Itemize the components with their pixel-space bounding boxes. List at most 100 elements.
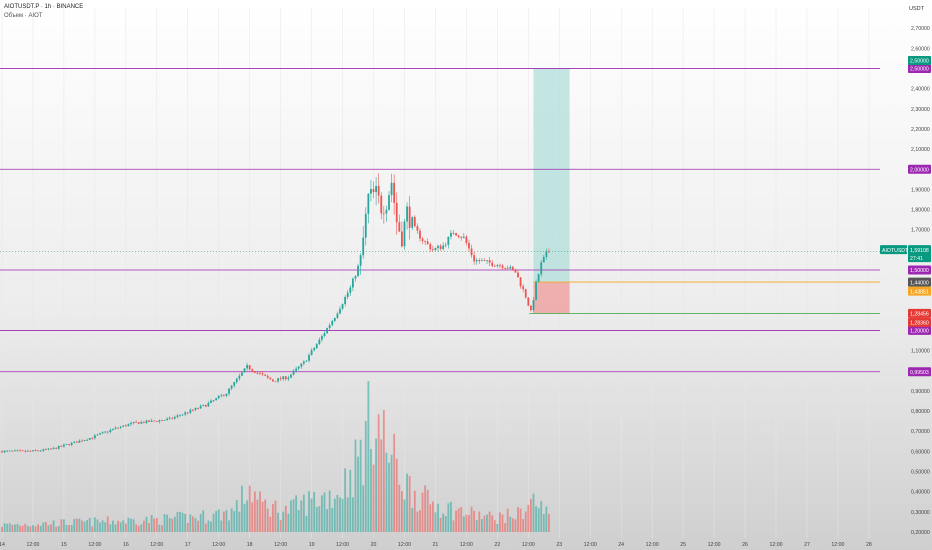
candle-body — [269, 377, 272, 380]
volume-bar — [535, 506, 537, 532]
candle-body — [75, 441, 78, 443]
candle-body — [135, 421, 138, 423]
candle-body — [302, 361, 305, 364]
candle-body — [377, 185, 380, 196]
candle-body — [73, 441, 76, 443]
candle-body — [186, 412, 189, 414]
volume-bar — [429, 504, 432, 532]
price-tick-label: 0,30000 — [911, 510, 930, 516]
volume-bar — [241, 485, 243, 532]
price-tick-label: 0,60000 — [911, 449, 930, 455]
candle-body — [109, 429, 112, 432]
candle-body — [408, 206, 411, 228]
candle-body — [431, 249, 434, 251]
volume-bar — [202, 510, 205, 532]
volume-bar — [542, 514, 545, 532]
volume-bar — [135, 524, 138, 532]
candle-body — [532, 300, 535, 311]
volume-bar — [506, 508, 509, 532]
volume-bar — [442, 513, 445, 532]
candle-body — [444, 244, 447, 246]
volume-bar — [388, 462, 390, 532]
entry-price-label-bg — [908, 277, 931, 287]
volume-bar — [362, 485, 365, 532]
candle-body — [96, 434, 99, 436]
candle-body — [426, 241, 429, 245]
volume-bar — [401, 491, 403, 532]
volume-bar — [47, 525, 50, 532]
candle-body — [60, 445, 63, 447]
candle-body — [403, 221, 406, 247]
volume-bar — [511, 518, 514, 532]
candle-body — [207, 402, 210, 407]
volume-bar — [264, 499, 267, 532]
volume-bar — [122, 520, 125, 532]
candle-body — [153, 420, 156, 422]
candle-body — [284, 376, 287, 380]
candle-body — [478, 260, 481, 262]
time-tick-label: 14 — [0, 542, 5, 548]
candle-body — [230, 385, 233, 389]
volume-bar — [101, 520, 104, 532]
candle-body — [83, 440, 86, 442]
candle-body — [506, 267, 509, 269]
volume-bar — [91, 526, 94, 532]
stop-price-label-bg — [908, 308, 931, 318]
volume-bar — [127, 517, 130, 532]
volume-indicator-label[interactable]: Объем · AIOT — [4, 13, 43, 19]
volume-bar — [375, 438, 377, 532]
volume-bar — [460, 507, 463, 532]
candle-body — [429, 244, 432, 250]
candle-body — [171, 417, 174, 419]
symbol-title[interactable]: AIOTUSDT.P · 1h · BINANCE — [4, 4, 84, 10]
candle-body — [225, 393, 228, 396]
candle-body — [259, 372, 261, 374]
candle-body — [486, 260, 488, 261]
volume-bar — [462, 516, 465, 532]
candle-body — [452, 232, 455, 234]
volume-bar — [11, 524, 14, 532]
candle-body — [519, 277, 522, 287]
current-price-label: 1,59108 — [910, 248, 929, 254]
volume-bar — [233, 510, 236, 532]
level-price-label: 1,50000 — [910, 268, 929, 274]
candle-body — [424, 241, 427, 242]
volume-bar — [468, 515, 470, 532]
candle-body — [300, 363, 303, 367]
candle-body — [148, 420, 150, 422]
candle-body — [295, 368, 298, 371]
volume-bar — [403, 499, 406, 532]
candle-body — [65, 444, 68, 445]
volume-bar — [168, 517, 171, 532]
time-tick-label: 21 — [433, 542, 439, 548]
candle-body — [380, 195, 383, 214]
volume-bar — [447, 503, 450, 532]
candle-body — [318, 339, 321, 345]
candle-body — [266, 375, 269, 378]
volume-bar — [390, 454, 393, 532]
level-price-label-bg — [908, 265, 931, 275]
candle-body — [179, 415, 181, 417]
candle-body — [202, 404, 205, 406]
volume-bar — [323, 492, 326, 532]
candle-body — [475, 260, 478, 262]
candle-body — [344, 296, 347, 305]
candle-body — [375, 185, 377, 193]
price-tick-label: 0,70000 — [911, 429, 930, 435]
volume-bar — [93, 517, 96, 532]
level-price-label-bg — [908, 164, 931, 174]
price-tick-label: 0,40000 — [911, 490, 930, 496]
candle-body — [398, 222, 401, 232]
volume-bar — [86, 520, 89, 532]
candle-body — [127, 424, 130, 427]
price-tick-label: 1,90000 — [911, 187, 930, 193]
volume-bar — [437, 503, 439, 532]
volume-bar — [166, 514, 169, 532]
volume-bar — [326, 509, 328, 532]
entry-price-label: 1,44000 — [910, 280, 929, 286]
candle-body — [457, 235, 460, 238]
volume-bar — [19, 525, 21, 532]
candle-body — [354, 276, 357, 279]
volume-bar — [318, 506, 321, 532]
